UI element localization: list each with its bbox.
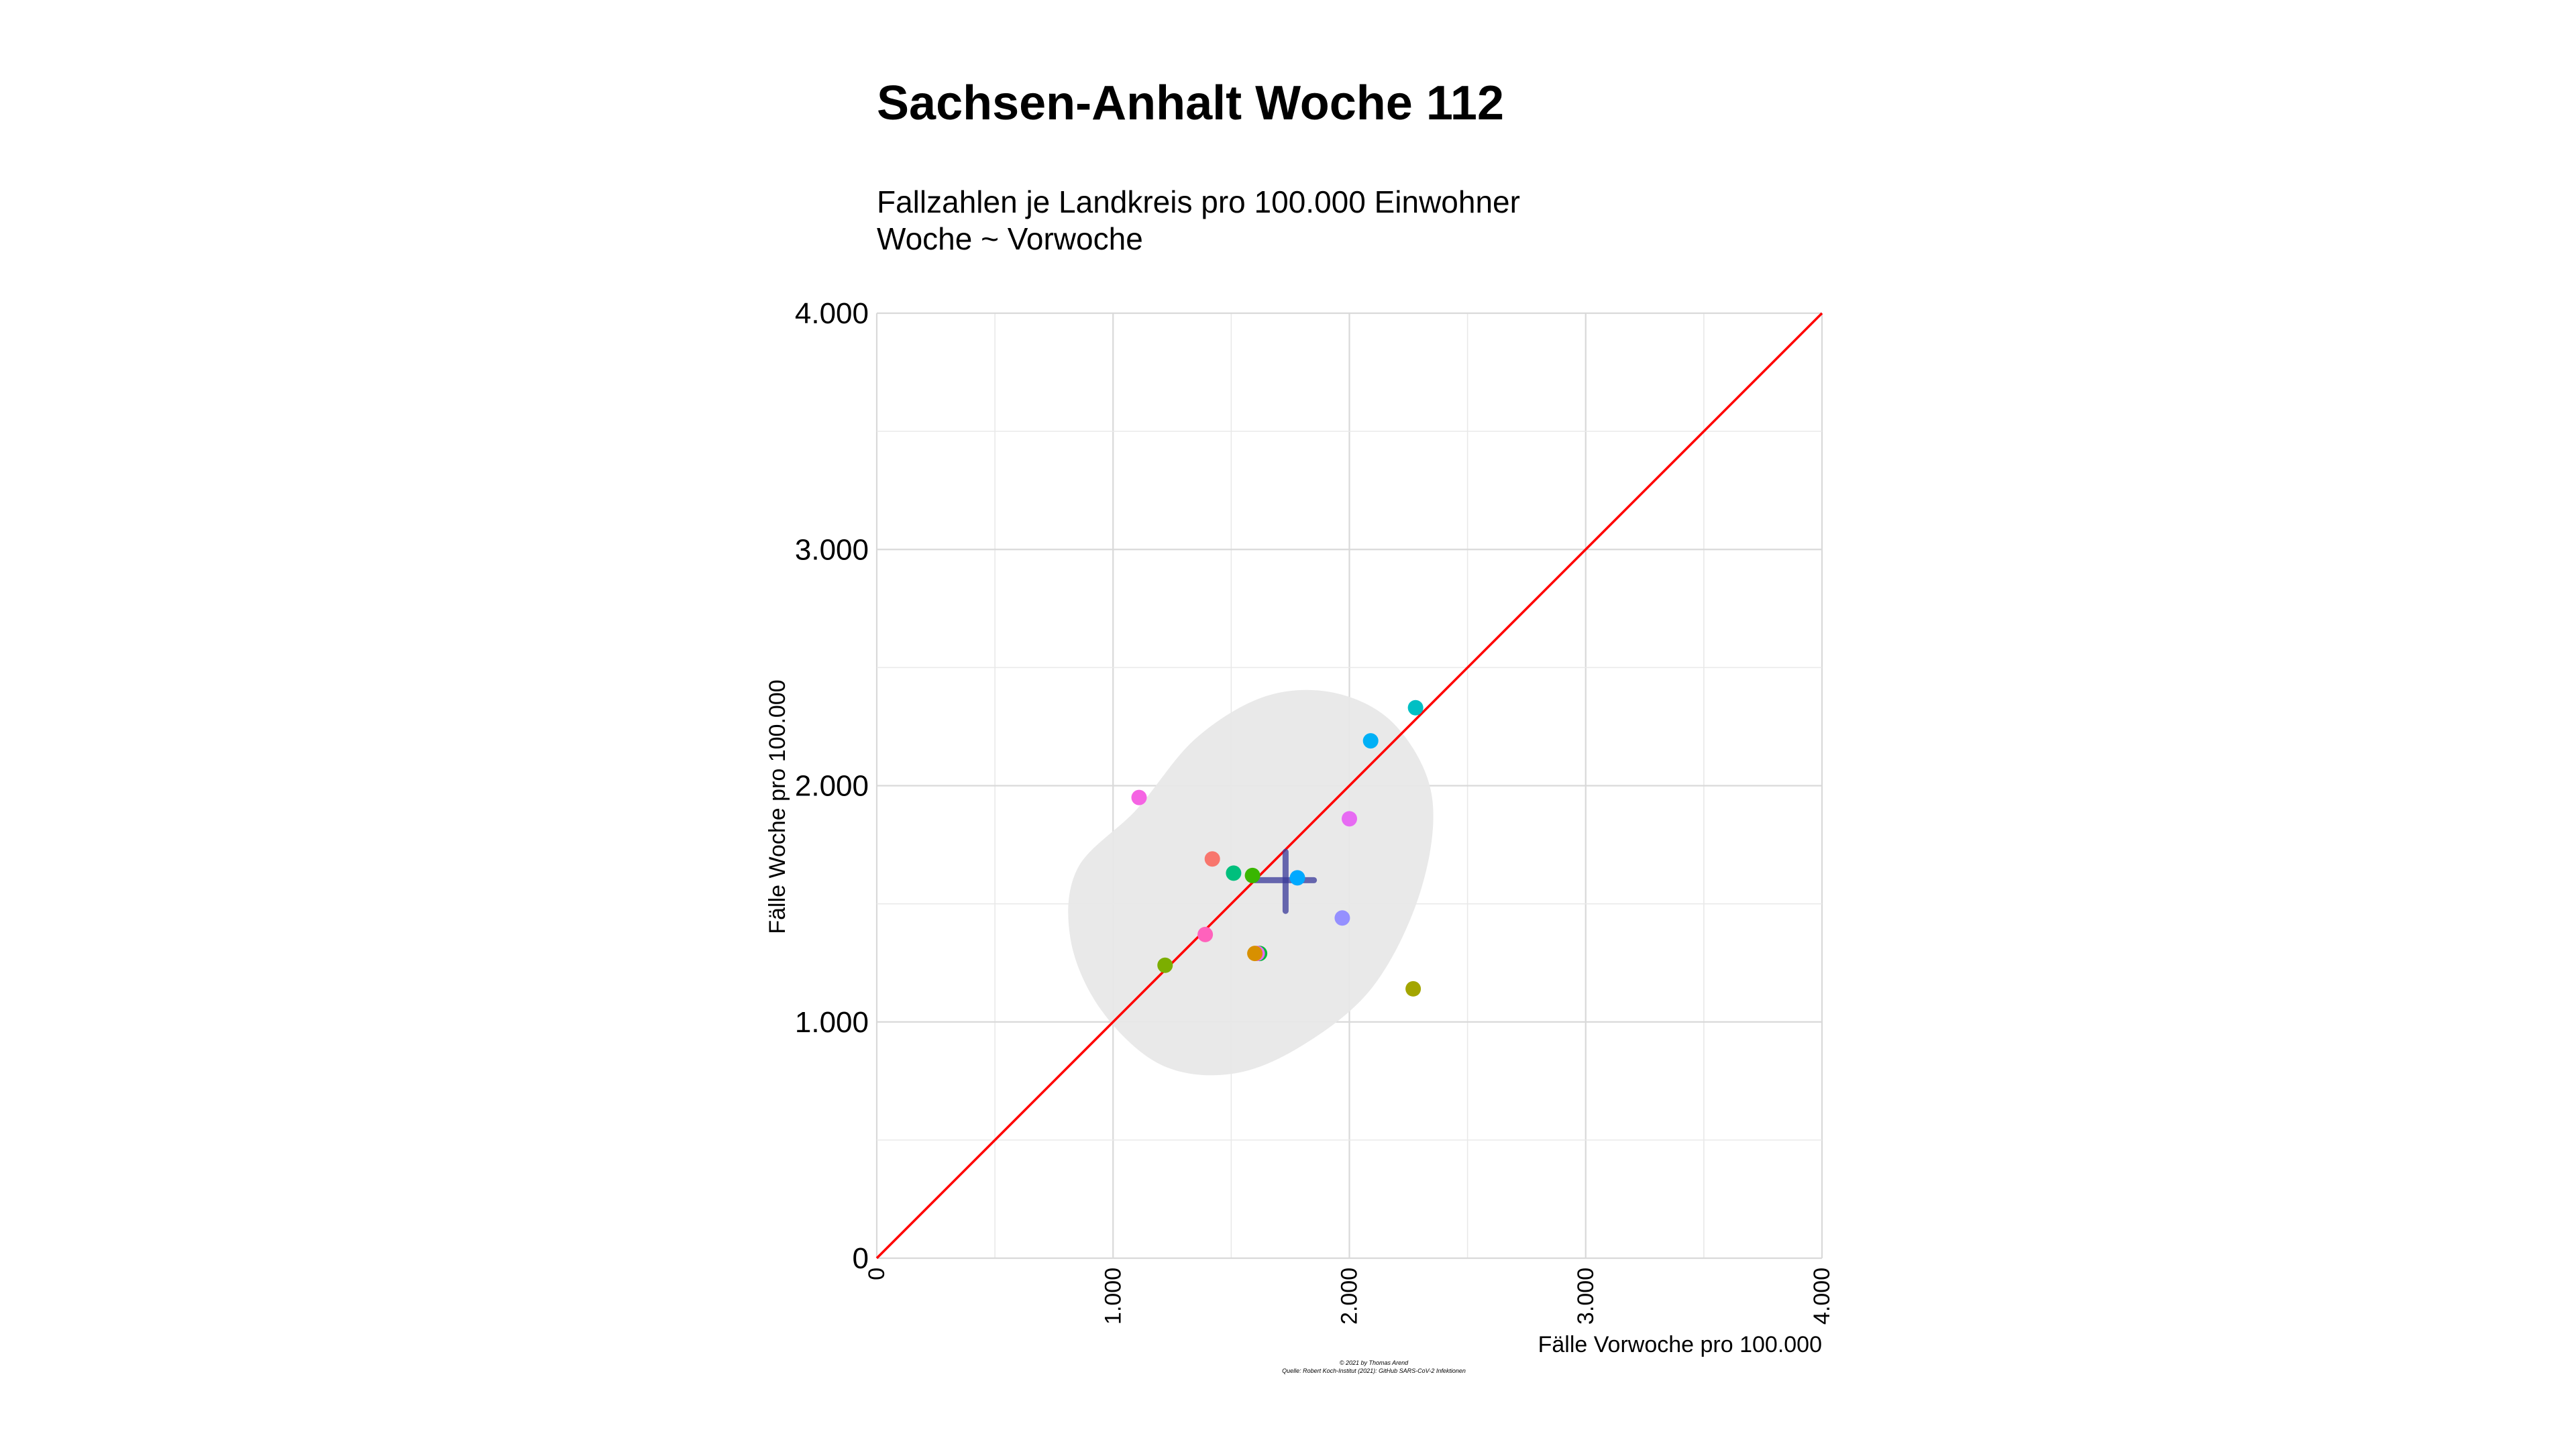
chart-subtitle-line1: Fallzahlen je Landkreis pro 100.000 Einw… — [877, 184, 1520, 219]
data-point — [1334, 910, 1350, 926]
y-tick-label: 4.000 — [795, 297, 869, 330]
ticks-layer: 0 1.000 2.000 3.000 4.000 0 1.000 2.000 3.000 4.0… — [795, 297, 1835, 1325]
y-axis-label: Fälle Woche pro 100.000 — [765, 679, 790, 934]
y-tick-label: 3.000 — [795, 533, 869, 566]
caption-line2: Quelle: Robert Koch-Institut (2021): Git… — [1282, 1367, 1466, 1374]
data-point — [1244, 867, 1260, 883]
data-point — [1131, 789, 1147, 805]
data-point — [1289, 870, 1305, 886]
refline-layer — [875, 312, 1823, 1260]
x-tick-label: 3.000 — [1573, 1268, 1599, 1325]
y-tick-label: 1.000 — [795, 1006, 869, 1039]
x-tick-label: 2.000 — [1337, 1268, 1362, 1325]
points-layer — [1131, 700, 1424, 997]
x-tick-label: 0 — [864, 1268, 890, 1280]
x-axis-label: Fälle Vorwoche pro 100.000 — [1538, 1332, 1822, 1357]
data-point — [1157, 957, 1173, 973]
identity-reference-line — [875, 312, 1823, 1260]
data-point — [1407, 700, 1424, 716]
data-point — [1197, 926, 1214, 942]
data-point — [1226, 865, 1242, 881]
chart-subtitle-line2: Woche ~ Vorwoche — [877, 221, 1143, 256]
x-tick-label: 4.000 — [1809, 1268, 1835, 1325]
y-tick-label: 2.000 — [795, 770, 869, 803]
caption-line1: © 2021 by Thomas Arend — [1340, 1359, 1409, 1366]
y-tick-label: 0 — [853, 1242, 869, 1275]
data-point — [1342, 811, 1357, 827]
chart-title: Sachsen-Anhalt Woche 112 — [877, 76, 1504, 130]
data-point — [1204, 851, 1220, 867]
data-point — [1247, 946, 1263, 962]
data-point — [1405, 981, 1421, 997]
x-tick-label: 1.000 — [1100, 1268, 1126, 1325]
data-point — [1362, 733, 1379, 749]
